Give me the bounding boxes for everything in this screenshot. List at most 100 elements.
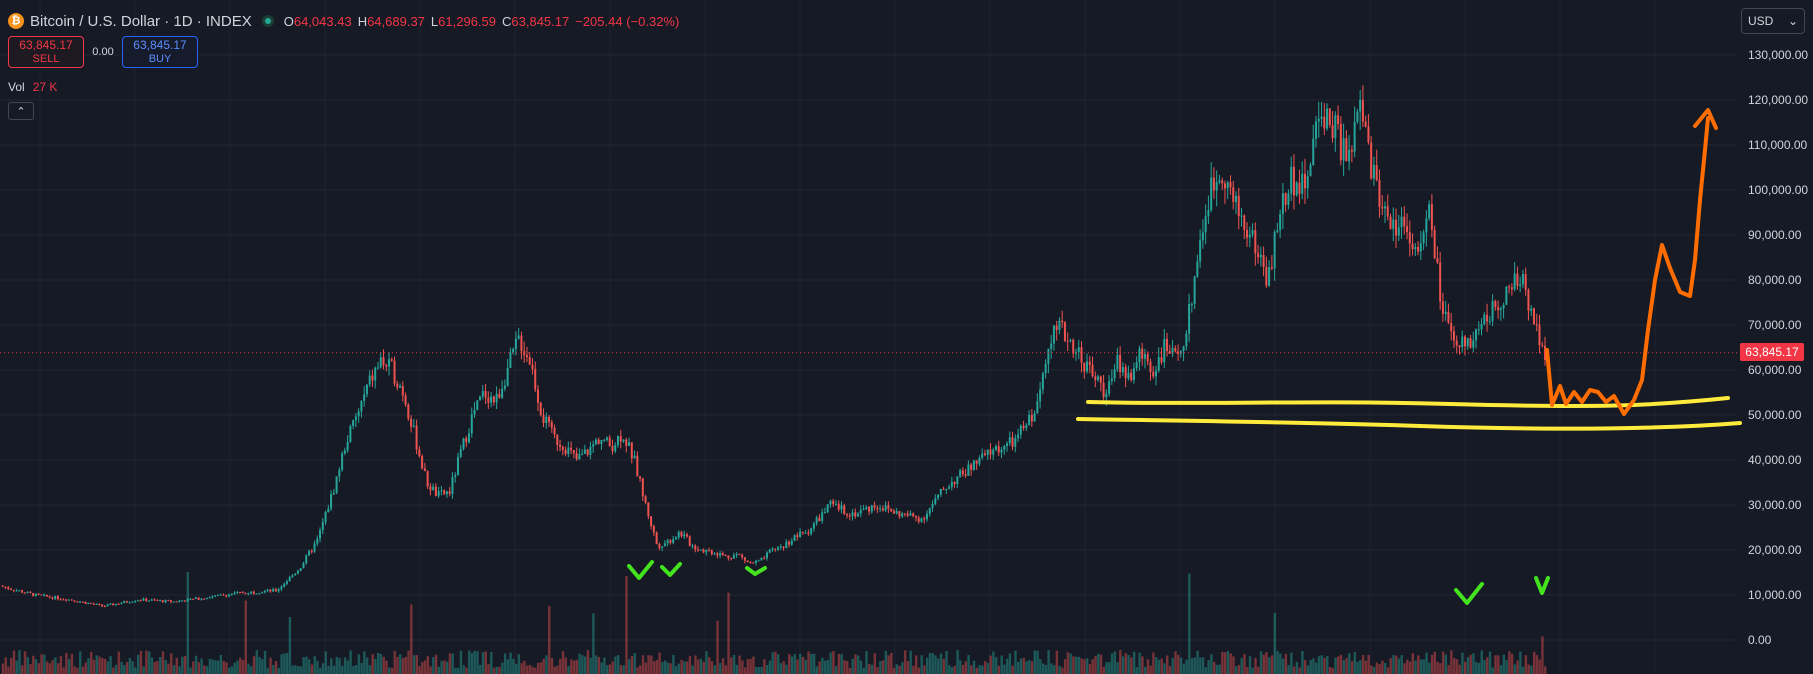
candle-body [1223, 183, 1226, 189]
volume-bar [1367, 655, 1370, 674]
candle-body [594, 439, 597, 445]
volume-bar [1287, 665, 1290, 674]
candle-body [1337, 115, 1340, 124]
candle-body [1132, 368, 1135, 381]
candle-body [233, 592, 236, 595]
volume-bar [843, 660, 846, 674]
volume-bar [1477, 662, 1481, 674]
volume-bar [407, 650, 410, 674]
volume-bar [1157, 659, 1161, 674]
candle-body [1193, 276, 1196, 304]
candle-body [252, 591, 255, 594]
candle-body [385, 365, 388, 367]
volume-bar [390, 667, 394, 674]
candle-body [1025, 424, 1028, 429]
volume-bar [178, 666, 181, 674]
candle-body [892, 511, 895, 514]
volume-bar [1163, 663, 1166, 674]
sell-button[interactable]: 63,845.17 SELL [8, 36, 84, 68]
candle-body [1466, 338, 1469, 347]
candle-body [1270, 267, 1273, 269]
volume-bar [937, 658, 940, 674]
volume-bar [15, 660, 18, 674]
candle-body [622, 439, 625, 442]
collapse-legend-button[interactable]: ⌃ [8, 102, 34, 120]
candle-body [1154, 370, 1157, 377]
volume-bar [277, 667, 281, 674]
market-status-icon[interactable] [261, 15, 274, 27]
volume-bar [622, 665, 625, 674]
currency-select[interactable]: USD ⌄ [1741, 8, 1805, 34]
candle-body [1524, 273, 1527, 290]
volume-bar [200, 658, 203, 674]
volume-bar [1475, 662, 1478, 674]
candle-body [832, 500, 835, 505]
volume-bar [1074, 656, 1078, 674]
volume-bar [338, 658, 341, 674]
volume-bar [462, 665, 465, 674]
candle-body [294, 573, 297, 576]
volume-bar [1069, 653, 1072, 674]
candle-body [749, 561, 752, 563]
candle-body [208, 597, 211, 599]
volume-bar [470, 652, 474, 674]
candle-body [1199, 240, 1202, 262]
candle-body [183, 600, 186, 602]
volume-bar [917, 667, 921, 674]
volume-bar [793, 654, 796, 674]
candle-body [669, 540, 672, 543]
volume-bar [29, 663, 32, 674]
candle-body [266, 589, 269, 592]
volume-bar [1088, 664, 1092, 674]
volume-bar [263, 650, 267, 674]
candle-body [1006, 443, 1009, 446]
volume-bar [534, 667, 537, 674]
candle-body [644, 496, 647, 503]
volume-bar [600, 662, 603, 674]
volume-bar [233, 662, 236, 674]
candle-body [1444, 311, 1447, 314]
volume-bar [605, 665, 609, 674]
candle-body [1130, 372, 1133, 381]
volume-bar [1439, 663, 1442, 674]
volume-bar [655, 660, 659, 674]
buy-button[interactable]: 63,845.17 BUY [122, 36, 198, 68]
volume-bar [421, 662, 424, 674]
candle-body [349, 426, 352, 442]
candle-body [818, 517, 821, 522]
volume-bar [139, 650, 143, 674]
candle-body [578, 454, 581, 460]
volume-bar [1315, 662, 1318, 674]
volume-bar [1491, 667, 1494, 674]
volume-bar [429, 666, 432, 674]
volume-bar [440, 661, 443, 674]
candle-body [926, 513, 928, 520]
candle-body [321, 522, 324, 531]
candle-body [674, 537, 677, 540]
symbol-title[interactable]: Bitcoin / U.S. Dollar · 1D · INDEX [30, 12, 252, 30]
candle-body [465, 438, 468, 443]
volume-bar [672, 654, 675, 674]
volume-bar [1019, 658, 1023, 674]
candle-body [1124, 367, 1127, 379]
candle-body [473, 409, 476, 415]
volume-bar [1171, 657, 1174, 674]
candle-body [448, 491, 451, 494]
volume-bar [252, 656, 256, 674]
volume-bar [1469, 654, 1472, 674]
volume-bar [1441, 651, 1445, 674]
candle-body [1527, 289, 1530, 311]
candle-body [1080, 347, 1083, 363]
volume-bar [1397, 658, 1401, 674]
volume-bar [1516, 660, 1519, 674]
volume-bar [114, 664, 118, 674]
volume-bar [1339, 654, 1343, 674]
volume-bar [1188, 573, 1191, 674]
candle-body [1519, 284, 1522, 286]
candle-body [1240, 215, 1243, 217]
volume-bar [410, 604, 413, 674]
candle-body [1417, 246, 1420, 252]
volume-bar [1204, 667, 1208, 674]
volume-bar [150, 657, 154, 674]
